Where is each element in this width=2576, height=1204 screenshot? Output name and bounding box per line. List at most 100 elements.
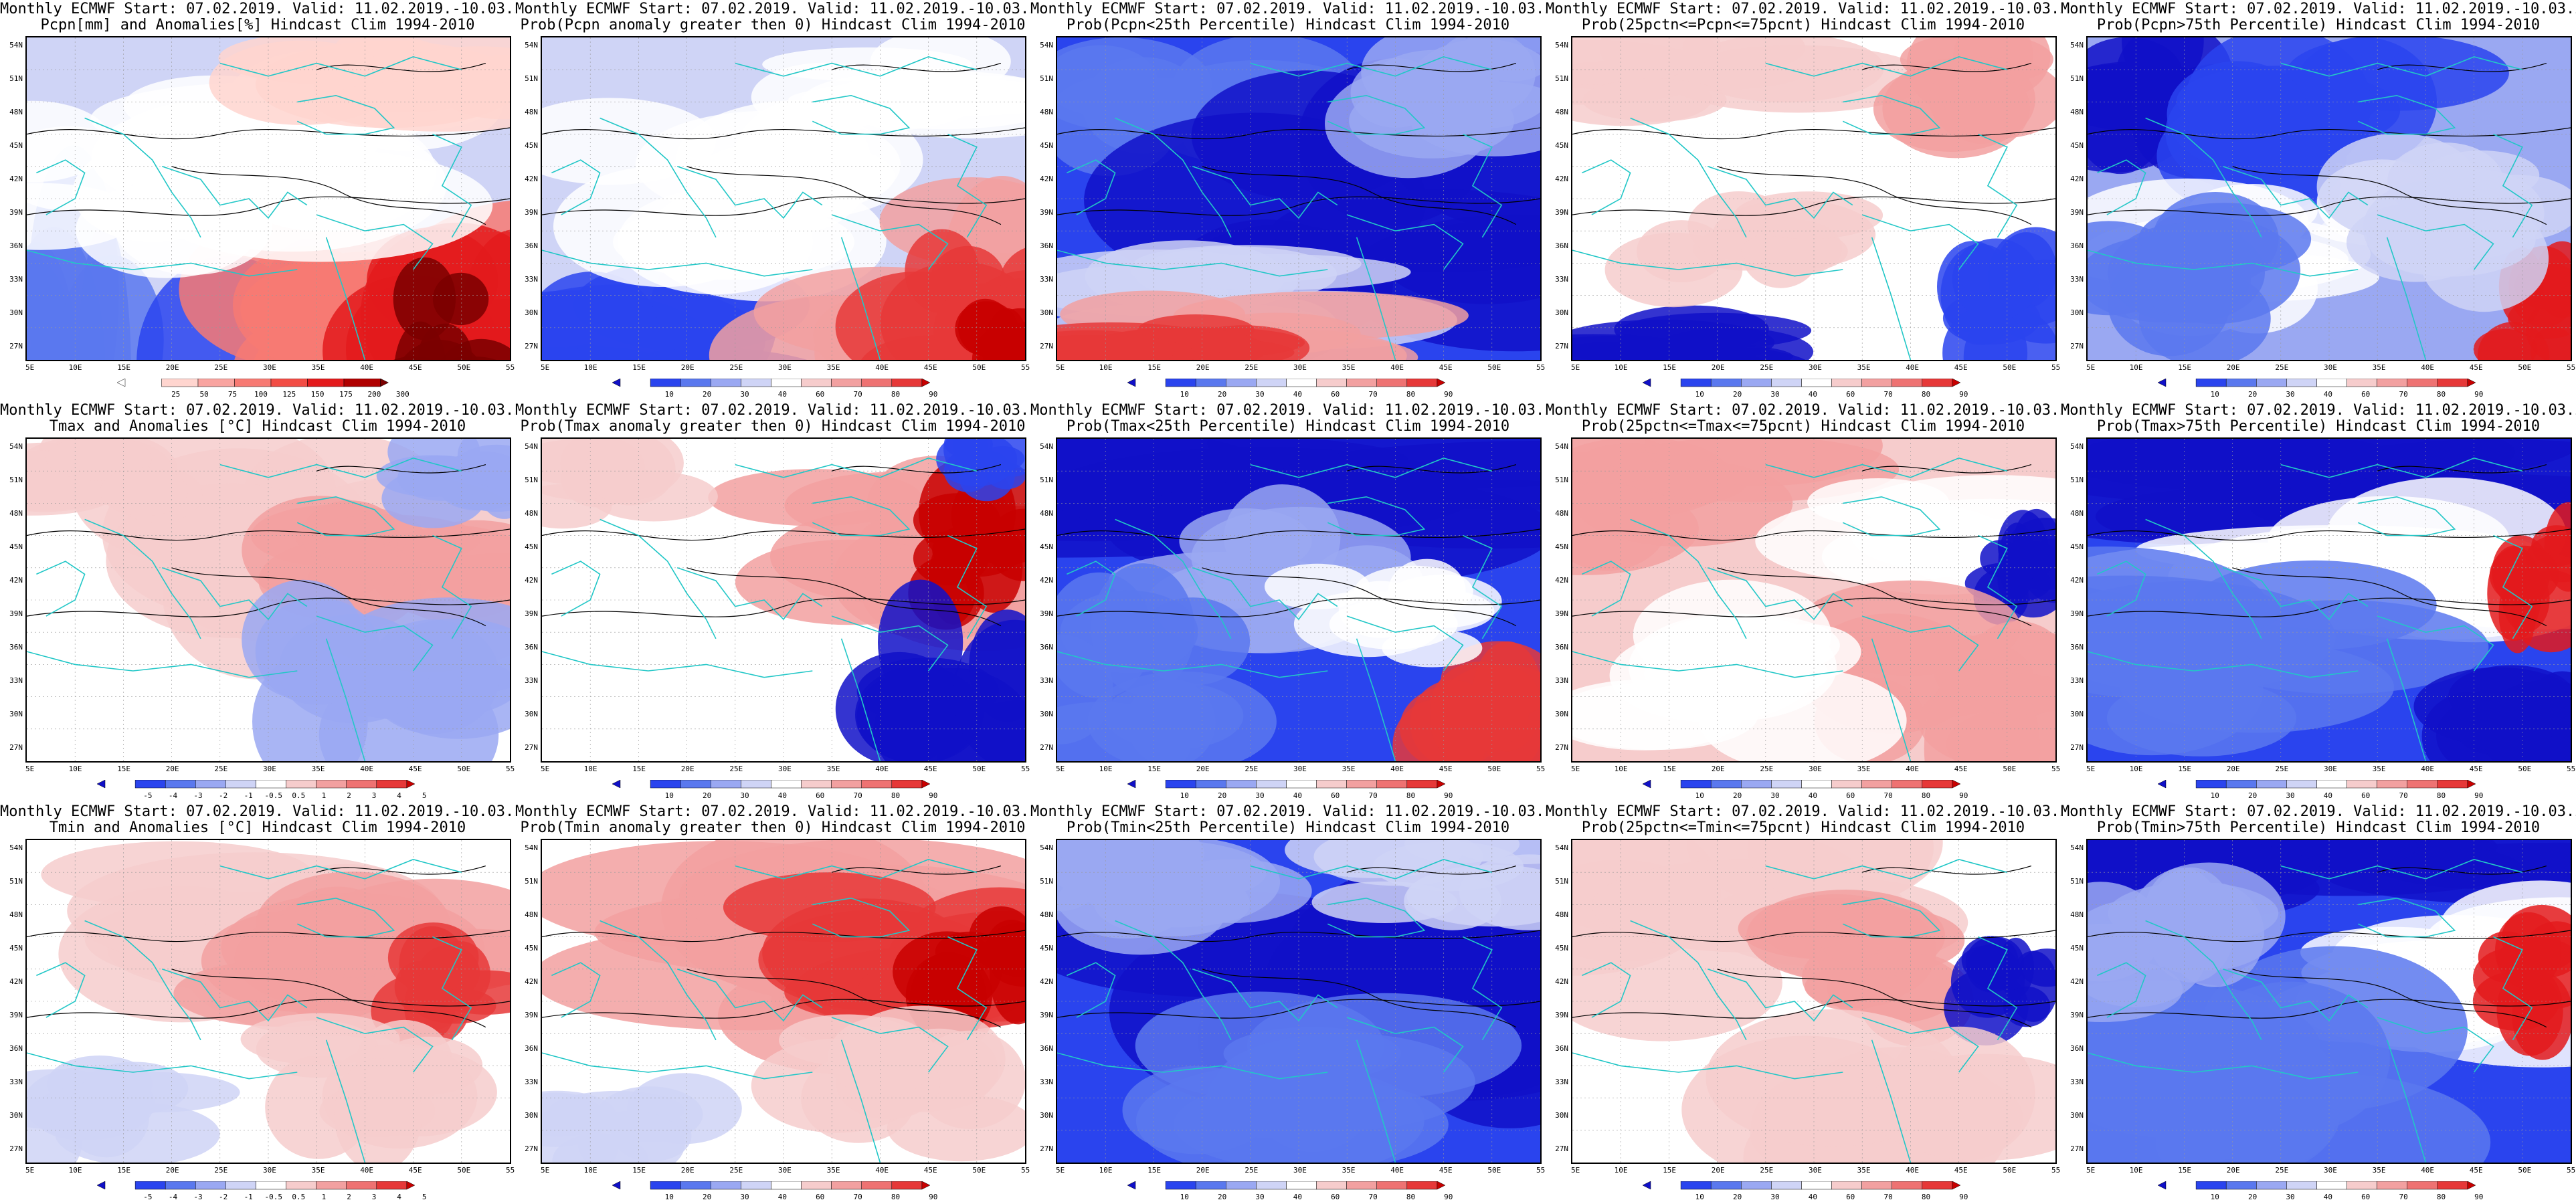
colorbar-label: 75 xyxy=(227,390,238,399)
colorbar-swatch xyxy=(831,780,862,789)
coastline xyxy=(831,214,949,270)
longitude-tick-label: 35E xyxy=(2372,363,2386,372)
latitude-tick-label: 54N xyxy=(2070,843,2084,852)
field-shade xyxy=(2495,912,2562,989)
coastline xyxy=(1115,518,1232,639)
latitude-tick-label: 48N xyxy=(1040,910,1053,919)
colorbar-label: 40 xyxy=(1293,791,1303,800)
field-shade xyxy=(1430,664,1540,761)
longitude-tick-label: 20E xyxy=(1711,363,1725,372)
contour-line xyxy=(1057,930,1540,942)
longitude-axis: 5E 10E 15E 20E 25E 30E 35E 40E 45E 50E 55E xyxy=(541,765,1030,775)
latitude-tick-label: 39N xyxy=(1040,208,1053,217)
coastline xyxy=(1630,518,1747,639)
colorbar-swatch xyxy=(1376,1181,1408,1190)
coastline xyxy=(676,969,823,1022)
map-field xyxy=(2088,840,2571,1163)
coastline xyxy=(2145,920,2262,1041)
panel-title-line2: Prob(Pcpn>75th Percentile) Hindcast Clim… xyxy=(2096,17,2541,33)
coastline xyxy=(600,518,717,639)
longitude-tick-label: 25E xyxy=(1760,1166,1774,1175)
forecast-panel: Monthly ECMWF Start: 07.02.2019. Valid: … xyxy=(1030,803,1546,1204)
colorbar-swatch xyxy=(2225,1181,2257,1190)
coastline xyxy=(542,249,813,277)
longitude-tick-label: 40E xyxy=(1906,1166,1920,1175)
colorbar-label: 70 xyxy=(853,1193,862,1201)
longitude-tick-label: 45E xyxy=(923,363,937,372)
latitude-axis: 54N 51N 48N 45N 42N 39N 36N 33N 30N 27N xyxy=(1546,36,1570,361)
colorbar-label: 30 xyxy=(1255,791,1265,800)
panel-title-line1: Monthly ECMWF Start: 07.02.2019. Valid: … xyxy=(1030,1,1546,17)
colorbar-swatch xyxy=(1226,780,1257,789)
colorbar-swatch xyxy=(286,1181,316,1190)
coastline xyxy=(735,458,978,478)
longitude-tick-label: 20E xyxy=(2226,765,2240,773)
field-shade xyxy=(1087,671,1277,761)
field-shade xyxy=(255,597,381,705)
latitude-tick-label: 30N xyxy=(2070,1111,2084,1120)
coastline xyxy=(1630,117,1747,238)
colorbar-swatch xyxy=(195,1181,226,1190)
longitude-axis: 5E 10E 15E 20E 25E 30E 35E 40E 45E 50E 55E xyxy=(541,363,1030,373)
longitude-tick-label: 10E xyxy=(2129,765,2143,773)
coastline xyxy=(325,638,366,761)
field-shade xyxy=(1802,944,1897,1011)
latitude-tick-label: 45N xyxy=(525,944,538,952)
colorbar-swatch xyxy=(831,379,862,387)
colorbar-label: 3 xyxy=(371,1193,377,1201)
coastline xyxy=(676,567,823,621)
longitude-tick-label: 40E xyxy=(2421,363,2435,372)
colorbar-swatch xyxy=(1346,1181,1377,1190)
latitude-axis: 54N 51N 48N 45N 42N 39N 36N 33N 30N 27N xyxy=(1030,36,1054,361)
field-shade xyxy=(1572,680,1744,750)
colorbar-label: 90 xyxy=(2474,791,2484,800)
coastline xyxy=(551,561,601,617)
longitude-tick-label: 15E xyxy=(1147,765,1162,773)
colorbar-swatch xyxy=(376,1181,407,1190)
longitude-tick-label: 50E xyxy=(1487,363,1501,372)
latitude-tick-label: 42N xyxy=(2070,175,2084,183)
latitude-tick-label: 45N xyxy=(525,542,538,551)
colorbar-label: -5 xyxy=(143,1193,153,1201)
latitude-tick-label: 54N xyxy=(1555,442,1568,451)
field-shade xyxy=(1699,668,1907,761)
longitude-tick-label: 5E xyxy=(25,765,35,773)
latitude-tick-label: 27N xyxy=(1555,1144,1568,1153)
latitude-tick-label: 51N xyxy=(9,74,23,83)
field-shade xyxy=(893,931,1002,1012)
colorbar-swatch xyxy=(1256,379,1287,387)
latitude-tick-label: 42N xyxy=(2070,977,2084,986)
longitude-tick-label: 15E xyxy=(1663,1166,1677,1175)
longitude-tick-label: 55E xyxy=(2567,363,2576,372)
latitude-axis: 54N 51N 48N 45N 42N 39N 36N 33N 30N 27N xyxy=(1546,839,1570,1164)
colorbar-swatch xyxy=(1710,780,1742,789)
latitude-tick-label: 39N xyxy=(1555,208,1568,217)
longitude-tick-label: 45E xyxy=(1439,765,1453,773)
latitude-tick-label: 27N xyxy=(9,743,23,752)
coastline xyxy=(1463,534,1503,639)
field-shade xyxy=(1867,1054,2055,1161)
coastline xyxy=(1861,1017,1979,1073)
forecast-map xyxy=(541,437,1026,763)
latitude-tick-label: 51N xyxy=(525,74,538,83)
field-shade xyxy=(1582,78,1727,122)
latitude-tick-label: 27N xyxy=(9,342,23,350)
field-shade xyxy=(27,126,137,211)
colorbar-label: 70 xyxy=(853,390,862,399)
latitude-tick-label: 30N xyxy=(9,308,23,317)
colorbar-swatch xyxy=(650,780,681,789)
field-shade xyxy=(828,1017,937,1098)
latitude-tick-label: 54N xyxy=(1555,843,1568,852)
forecast-map xyxy=(1056,437,1542,763)
map-field xyxy=(27,840,510,1163)
colorbar-swatch xyxy=(2286,1181,2317,1190)
colorbar: 10 20 30 40 60 70 80 90 xyxy=(612,1181,960,1201)
latitude-axis: 54N 51N 48N 45N 42N 39N 36N 33N 30N 27N xyxy=(1030,839,1054,1164)
colorbar-swatch xyxy=(256,780,286,789)
coastline xyxy=(812,897,911,938)
latitude-tick-label: 51N xyxy=(1040,476,1053,484)
colorbar-swatch xyxy=(861,780,893,789)
latitude-tick-label: 39N xyxy=(1040,1011,1053,1019)
contour-line xyxy=(2232,166,2547,225)
contour-line xyxy=(171,567,486,627)
